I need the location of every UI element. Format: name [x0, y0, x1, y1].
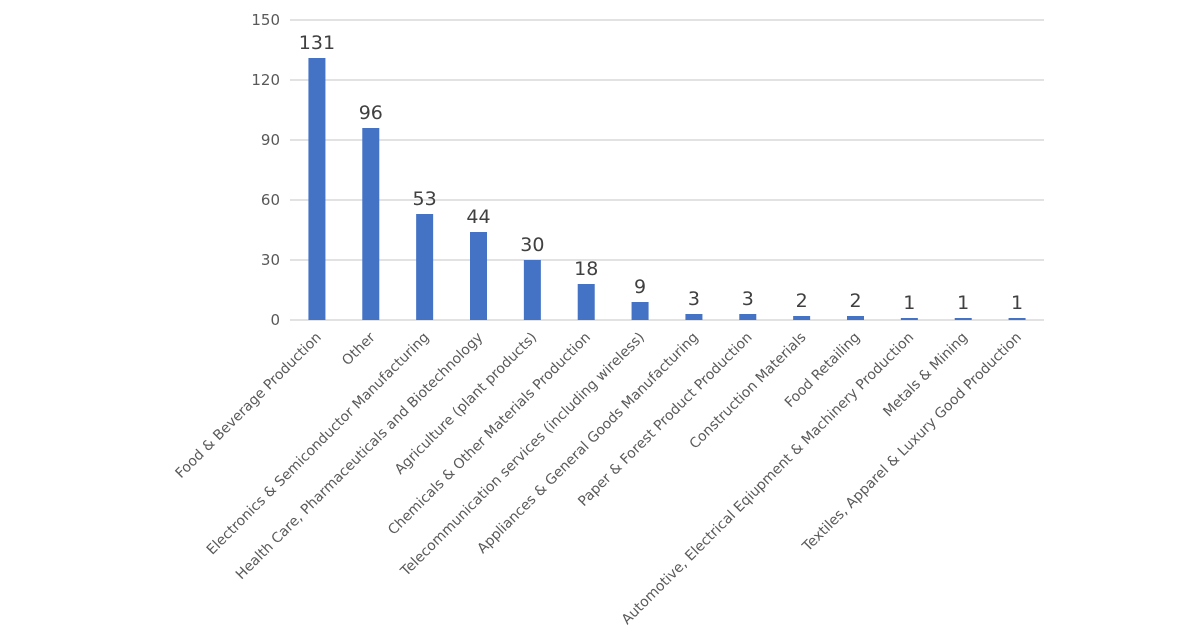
bar	[631, 302, 649, 320]
y-tick-label: 30	[261, 251, 280, 269]
y-tick-label: 60	[261, 191, 280, 209]
data-label: 131	[299, 32, 335, 54]
bar	[1008, 318, 1026, 320]
bar	[362, 128, 380, 320]
bar	[739, 314, 757, 320]
category-label: Health Care, Pharmaceuticals and Biotech…	[233, 330, 486, 583]
bar	[577, 284, 595, 320]
data-label: 44	[466, 206, 490, 228]
data-label: 1	[1011, 292, 1023, 314]
data-labels: 131 96 53 44 30 18 9 3 3 2 2 1 1 1	[299, 32, 1023, 314]
bars	[308, 58, 1026, 320]
data-label: 53	[413, 188, 437, 210]
y-axis-tick-labels: 0 30 60 90 120 150	[251, 11, 280, 329]
bar	[685, 314, 703, 320]
x-axis-category-labels: Food & Beverage Production OtherElectroni…	[173, 329, 1025, 628]
bar	[308, 58, 326, 320]
data-label: 30	[520, 234, 544, 256]
category-label: Other	[339, 329, 379, 369]
bar	[416, 214, 434, 320]
data-label: 2	[849, 290, 861, 312]
y-tick-label: 0	[270, 311, 280, 329]
bar	[470, 232, 487, 320]
data-label: 1	[957, 292, 969, 314]
data-label: 3	[742, 288, 754, 310]
category-label: Chemicals & Other Materials Production	[385, 330, 594, 539]
bar	[900, 318, 918, 320]
gridlines	[290, 19, 1044, 321]
data-label: 18	[574, 258, 598, 280]
data-label: 3	[688, 288, 700, 310]
y-tick-label: 90	[261, 131, 280, 149]
y-tick-label: 150	[251, 11, 280, 29]
category-label: Telecommunication services (including wi…	[397, 330, 648, 581]
bar	[523, 260, 541, 320]
data-label: 1	[903, 292, 915, 314]
bar	[954, 318, 972, 320]
bar	[847, 316, 864, 320]
bar	[793, 316, 811, 320]
data-label: 96	[359, 102, 383, 124]
y-tick-label: 120	[251, 71, 280, 89]
data-label: 9	[634, 276, 646, 298]
data-label: 2	[796, 290, 808, 312]
